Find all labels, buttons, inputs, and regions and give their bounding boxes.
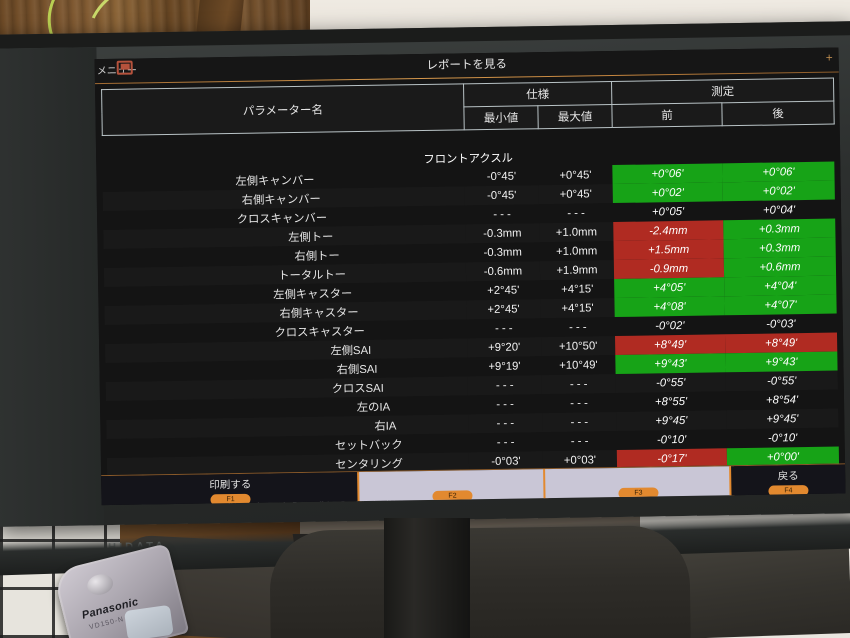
row-measure-pre: +0°02' xyxy=(612,182,723,204)
row-measure-post: -0°10' xyxy=(767,431,798,445)
row-measure-post: +0.6mm xyxy=(723,256,837,278)
row-measure-post: +0°02' xyxy=(722,180,835,202)
row-spec-min: - - - xyxy=(468,413,542,433)
header-min: 最小値 xyxy=(463,105,539,130)
row-measure-pre: +4°05' xyxy=(614,277,725,299)
row-spec-max: +10°50' xyxy=(541,336,615,356)
row-measure-pre: -2.4mm xyxy=(613,220,724,242)
row-measure-pre: +0°06' xyxy=(612,163,723,185)
row-spec-min: +2°45' xyxy=(487,284,520,297)
row-spec-min: -0°45' xyxy=(465,185,539,205)
function-key-badge: F3 xyxy=(618,487,659,499)
row-spec-min: +2°45' xyxy=(466,299,540,319)
row-measure-post: +9°45' xyxy=(726,409,838,430)
row-measure-pre: -0.9mm xyxy=(613,258,725,280)
row-measure-post: +8°49' xyxy=(724,332,838,354)
function-key-badge: F2 xyxy=(432,490,473,502)
row-spec-max: +4°15' xyxy=(561,282,594,296)
header-max: 最大値 xyxy=(537,104,613,129)
row-spec-min: +9°19' xyxy=(488,360,521,373)
function-key-label: 印刷する xyxy=(209,478,252,492)
row-measure-post: +0°04' xyxy=(762,203,796,217)
row-measure-pre: +4°08' xyxy=(614,296,725,318)
row-measure-pre: +0°05' xyxy=(651,205,685,218)
function-key-badge: F1 xyxy=(210,493,251,506)
row-spec-max: +10°49' xyxy=(559,358,598,372)
header-post: 後 xyxy=(721,101,835,126)
monitor-stand-base xyxy=(269,525,691,638)
row-spec-max: +0°45' xyxy=(539,184,613,204)
row-spec-min: -0.3mm xyxy=(465,223,539,243)
row-spec-max: - - - xyxy=(568,320,587,334)
header-group-measure: 測定 xyxy=(611,78,834,105)
row-measure-pre: -0°02' xyxy=(655,319,685,332)
row-measure-post: - - - xyxy=(728,504,840,506)
row-measure-post: +8°54' xyxy=(765,393,799,407)
report-data-table: フロントアクスル 左側キャンバー -0°45' +0°45' +0°06' +0°06'… xyxy=(102,143,840,506)
row-measure-pre: +9°43' xyxy=(615,353,726,375)
row-measure-pre: +8°49' xyxy=(614,334,726,356)
function-key-label xyxy=(545,469,731,472)
row-measure-pre: -0°10' xyxy=(656,433,687,446)
row-spec-max: +0°45' xyxy=(559,168,592,182)
row-spec-min: - - - xyxy=(493,208,511,221)
row-spec-min: - - - xyxy=(496,398,514,411)
monitor-bezel-left xyxy=(0,47,104,527)
phone-display xyxy=(124,604,174,638)
row-spec-max: - - - xyxy=(570,396,588,410)
row-measure-post: -0°03' xyxy=(766,317,796,331)
row-measure-post: +4°07' xyxy=(724,294,837,316)
row-measure-pre: +1.5mm xyxy=(613,239,724,261)
plus-icon[interactable]: + xyxy=(825,50,833,65)
row-measure-post: +0°06' xyxy=(722,161,835,183)
report-header-table: パラメーター名 仕様 測定 最小値 最大値 前 後 xyxy=(101,78,835,137)
function-key-f3[interactable]: F3 xyxy=(545,466,732,500)
function-key-f2[interactable]: F2 xyxy=(359,469,546,503)
header-group-spec: 仕様 xyxy=(463,81,612,107)
row-measure-pre: +9°45' xyxy=(616,410,726,431)
header-parameter-name: パラメーター名 xyxy=(101,83,465,136)
monitor-stand-neck xyxy=(384,518,470,638)
function-key-label: 戻る xyxy=(777,470,799,483)
row-spec-max: - - - xyxy=(542,412,616,432)
row-measure-pre: -0°55' xyxy=(616,372,726,393)
row-spec-max: - - - xyxy=(542,374,616,394)
row-spec-min: - - - xyxy=(496,436,515,449)
function-key-f4[interactable]: 戻る F4 xyxy=(731,464,846,497)
row-spec-max: - - - xyxy=(570,434,589,448)
row-spec-max: +1.9mm xyxy=(540,260,614,280)
row-measure-post: +0.3mm xyxy=(723,237,836,259)
row-measure-pre: +8°55' xyxy=(654,395,688,408)
row-spec-max: +1.0mm xyxy=(539,222,613,242)
row-spec-min: - - - xyxy=(468,375,542,395)
row-spec-min: -0.3mm xyxy=(483,245,522,259)
function-key-badge: F4 xyxy=(768,485,809,497)
table-row[interactable]: アッカーマン（左）- - -- - -- - -- - - xyxy=(108,504,840,506)
row-measure-post: +0.3mm xyxy=(723,218,836,240)
report-body: フロントアクスル 左側キャンバー -0°45' +0°45' +0°06' +0°06'… xyxy=(102,143,840,506)
monitor-screen: メニュー レポートを見る + パラメーター名 仕様 xyxy=(94,47,846,506)
row-spec-min: - - - xyxy=(494,322,513,335)
row-spec-min: -0°45' xyxy=(486,170,517,183)
row-measure-post: +4°04' xyxy=(724,275,837,297)
alignment-report-ui: メニュー レポートを見る + パラメーター名 仕様 xyxy=(94,47,846,506)
row-measure-post: -0°55' xyxy=(726,371,838,392)
row-measure-post: +9°43' xyxy=(725,351,838,373)
computer-monitor: メニュー レポートを見る + パラメーター名 仕様 xyxy=(0,21,850,576)
row-spec-min: +9°20' xyxy=(467,337,541,357)
row-spec-max: +1.0mm xyxy=(556,244,598,258)
row-spec-max: +4°15' xyxy=(540,298,614,318)
function-key-label xyxy=(359,472,545,475)
row-spec-min: -0.6mm xyxy=(466,261,540,281)
row-spec-max: - - - xyxy=(567,206,585,220)
header-pre: 前 xyxy=(611,102,723,128)
function-key-f1[interactable]: 印刷する F1 xyxy=(101,472,360,506)
